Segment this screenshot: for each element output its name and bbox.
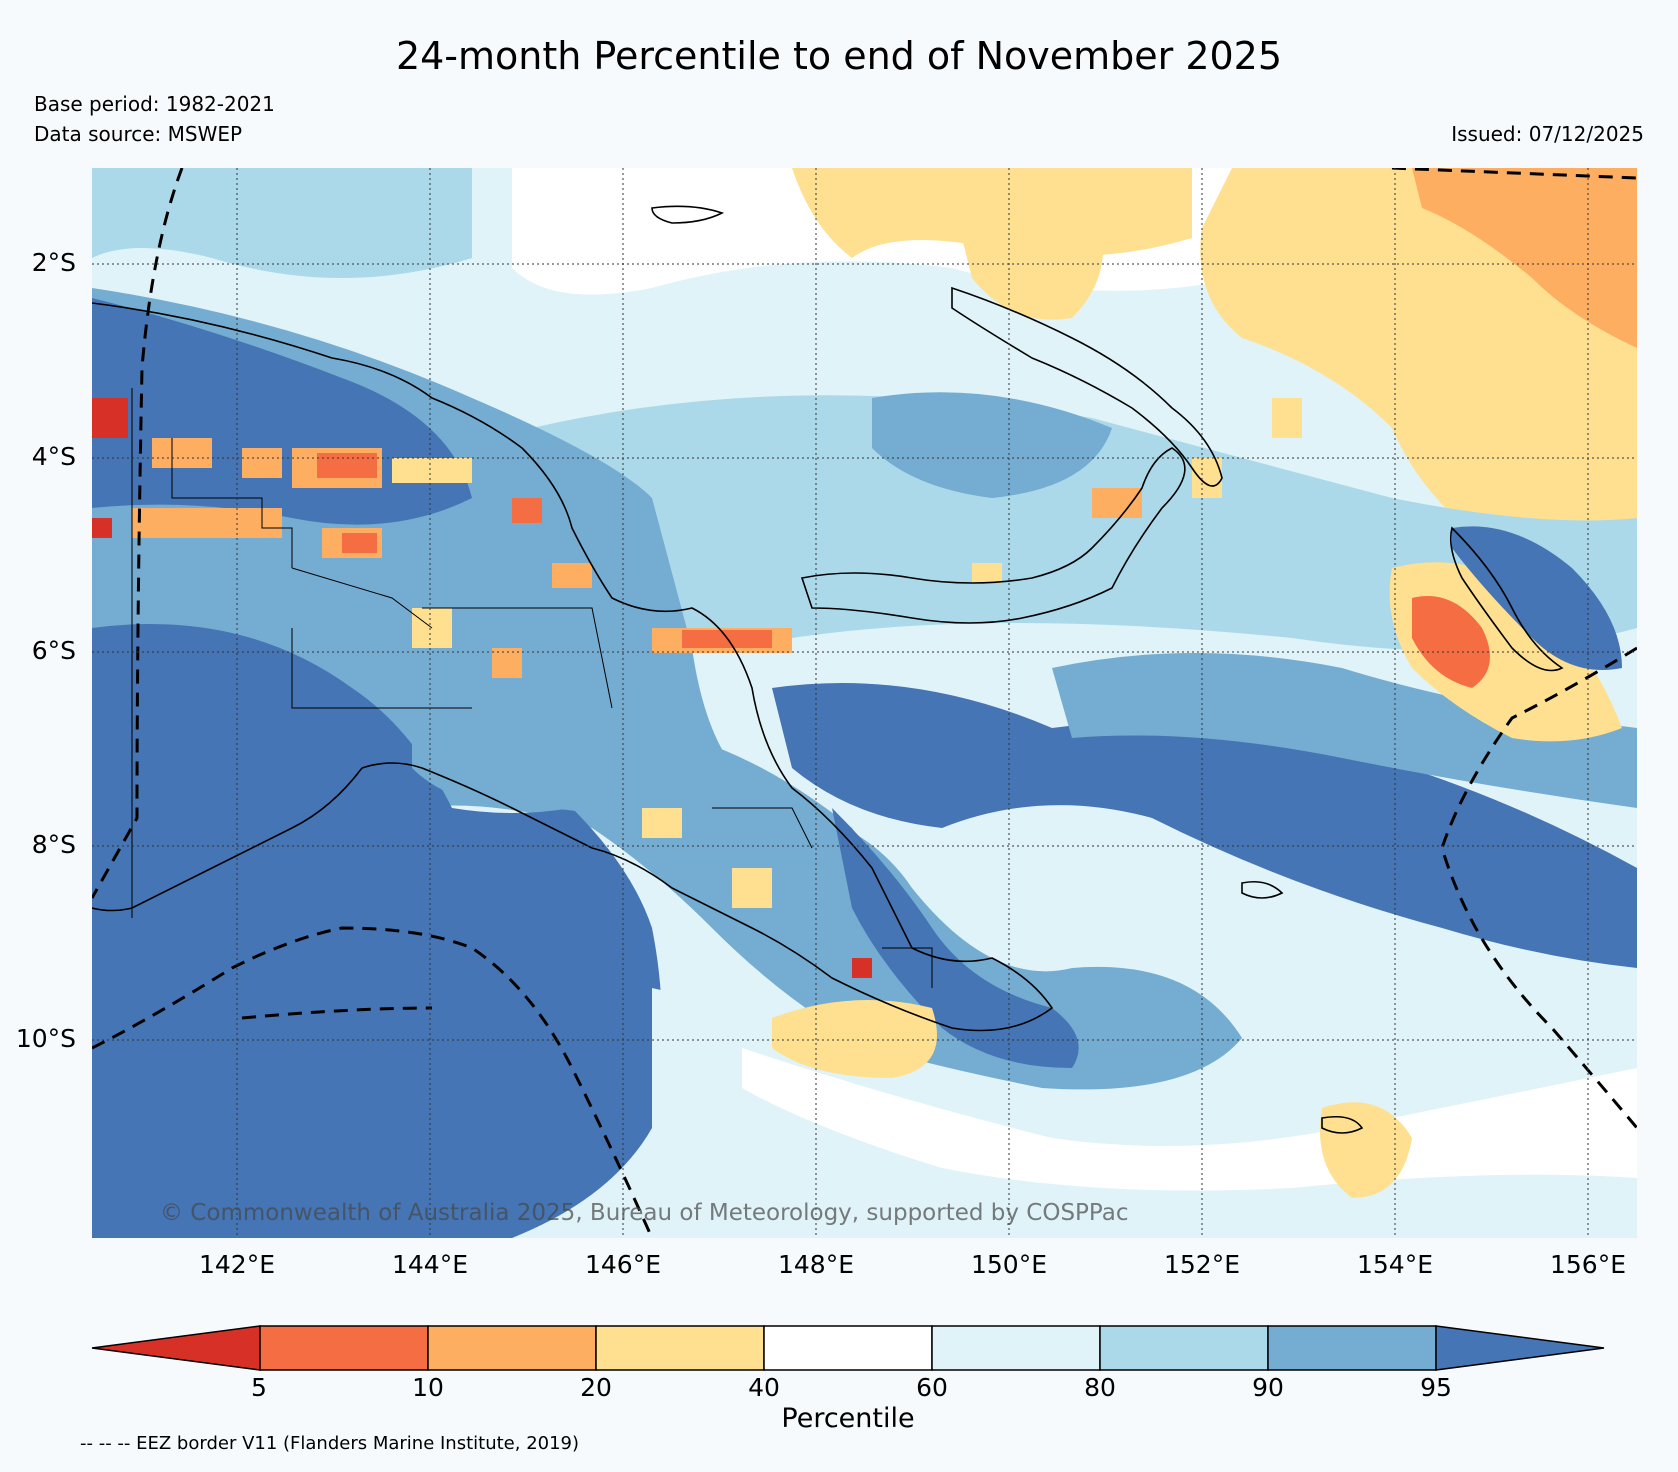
colorbar-tick-90: 90: [1252, 1373, 1284, 1402]
copyright-notice: © Commonwealth of Australia 2025, Bureau…: [160, 1200, 1129, 1226]
issued-date: Issued: 07/12/2025: [1451, 122, 1644, 146]
colorbar-title: Percentile: [781, 1403, 915, 1434]
map-canvas: [92, 168, 1637, 1238]
field-yellow-south1: [772, 1000, 937, 1078]
field-east-dark: [772, 683, 1637, 968]
lat-label-2s: 2°S: [31, 248, 76, 277]
graticule: [92, 168, 1637, 1238]
map-title: 24-month Percentile to end of November 2…: [395, 34, 1283, 78]
field-nw-blue: [92, 168, 472, 278]
field-red-east: [1412, 596, 1490, 688]
colorbar-extend-high: [1435, 1325, 1605, 1371]
lon-label-144e: 144°E: [391, 1250, 468, 1279]
field-blue-east: [1452, 526, 1622, 670]
lon-label-150e: 150°E: [970, 1250, 1047, 1279]
lat-label-6s: 6°S: [31, 636, 76, 665]
colorbar-segment: [1267, 1325, 1437, 1371]
colorbar-tick-80: 80: [1084, 1373, 1116, 1402]
colorbar-tick-20: 20: [580, 1373, 612, 1402]
colorbar-tick-60: 60: [916, 1373, 948, 1402]
data-source: Data source: MSWEP: [34, 122, 243, 146]
lon-label-154e: 154°E: [1356, 1250, 1433, 1279]
colorbar-segment: [931, 1325, 1101, 1371]
colorbar-tick-95: 95: [1420, 1373, 1452, 1402]
colorbar-segment: [763, 1325, 933, 1371]
highland-anomalies: [92, 398, 1302, 978]
lon-label-148e: 148°E: [777, 1250, 854, 1279]
field-se-dark: [832, 808, 1079, 1068]
field-central-mid: [872, 392, 1112, 498]
colorbar-segment: [259, 1325, 429, 1371]
lat-label-4s: 4°S: [31, 442, 76, 471]
lon-label-142e: 142°E: [198, 1250, 275, 1279]
lon-label-152e: 152°E: [1163, 1250, 1240, 1279]
lat-label-8s: 8°S: [31, 830, 76, 859]
colorbar-segment: [595, 1325, 765, 1371]
lon-label-156e: 156°E: [1549, 1250, 1626, 1279]
lat-label-10s: 10°S: [15, 1024, 76, 1053]
colorbar-extend-low: [91, 1325, 261, 1371]
colorbar-tick-10: 10: [412, 1373, 444, 1402]
colorbar-tick-40: 40: [748, 1373, 780, 1402]
field-sw-dark: [92, 624, 662, 1238]
colorbar-segment: [427, 1325, 597, 1371]
colorbar-segments: [91, 1325, 1605, 1371]
eez-borders: [92, 168, 1637, 1238]
field-central-blue: [532, 395, 1637, 651]
coastlines: [92, 205, 1564, 1134]
colorbar: [91, 1325, 1605, 1371]
base-period: Base period: 1982-2021: [34, 92, 275, 116]
field-yellow-north2: [952, 183, 1104, 320]
field-yellow-south2: [1320, 1102, 1412, 1198]
eez-legend-note: -- -- -- EEZ border V11 (Flanders Marine…: [80, 1433, 580, 1454]
lon-label-146e: 146°E: [584, 1250, 661, 1279]
colorbar-tick-5: 5: [251, 1373, 267, 1402]
field-east-mid: [1052, 653, 1637, 808]
colorbar-segment: [1099, 1325, 1269, 1371]
field-orange-ne: [1412, 168, 1637, 348]
field-south-white: [742, 1048, 1637, 1191]
percentile-map: [92, 168, 1637, 1238]
